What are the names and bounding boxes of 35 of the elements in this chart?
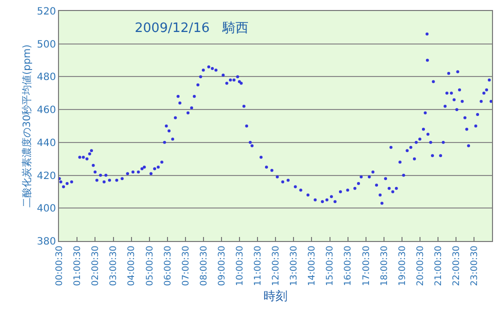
x-tick-label: 19:00:30: [398, 245, 408, 286]
y-tick-label: 400: [36, 204, 56, 215]
x-tick-label: 22:00:30: [452, 245, 462, 286]
x-tick-label: 11:00:30: [254, 245, 264, 286]
x-tick-label: 17:00:30: [362, 245, 372, 286]
x-tick-label: 06:00:30: [163, 245, 174, 286]
x-tick-label: 07:00:30: [181, 245, 192, 286]
x-tick-label: 23:00:30: [470, 245, 480, 286]
x-tick-label: 13:00:30: [290, 245, 300, 286]
x-tick-label: 00:00:30: [55, 245, 66, 286]
x-tick-label: 02:00:30: [91, 245, 102, 286]
y-tick-label: 380: [36, 236, 56, 248]
x-tick-label: 18:00:30: [380, 245, 390, 286]
text: 2009/12/16 騎西: [134, 20, 249, 36]
x-tick-label: 20:00:30: [416, 245, 426, 286]
y-tick-label: 440: [36, 138, 56, 149]
y-tick-label: 460: [36, 105, 56, 116]
y-tick-label: 480: [36, 72, 56, 84]
x-tick-label: 09:00:30: [217, 245, 228, 286]
y-axis-title: 二酸化炭素濃度の30秒平均値(ppm): [20, 44, 33, 208]
x-tick-label: 03:00:30: [109, 245, 120, 286]
x-tick-label: 21:00:30: [434, 245, 444, 286]
x-tick-label: 04:00:30: [127, 245, 138, 286]
x-tick-label: 14:00:30: [308, 245, 318, 286]
x-tick-label: 15:00:30: [326, 245, 336, 286]
x-tick-label: 05:00:30: [145, 245, 156, 286]
y-tick-label: 500: [36, 39, 56, 50]
x-tick-label: 01:00:30: [73, 245, 84, 286]
y-tick-label: 420: [36, 170, 56, 182]
x-tick-label: 10:00:30: [235, 245, 246, 286]
x-tick-label: 16:00:30: [344, 245, 354, 286]
x-tick-label: 12:00:30: [272, 245, 282, 286]
x-axis-title: 時刻: [264, 288, 288, 303]
x-tick-label: 08:00:30: [199, 245, 210, 286]
y-tick-label: 520: [36, 6, 56, 18]
